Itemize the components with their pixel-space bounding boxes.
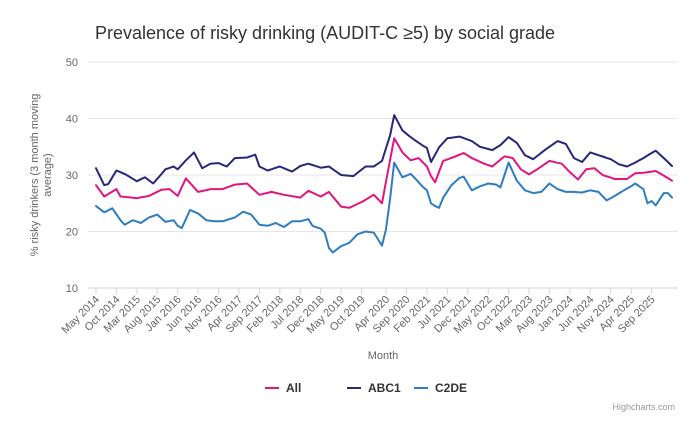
highcharts-credit-link[interactable]: Highcharts.com [612,402,675,412]
y-axis-ticks: 10 20 30 40 50 [66,57,78,295]
legend-label: ABC1 [368,381,401,395]
series-line-all [95,137,673,209]
y-axis-label-line: average) [42,153,54,196]
series-line-c2de [95,161,673,254]
chart-title: Prevalence of risky drinking (AUDIT-C ≥5… [95,23,555,43]
series-group [95,114,673,254]
legend-item-all[interactable]: All [265,381,301,395]
y-axis-label-line: % risky drinkers (3 month moving [29,94,41,257]
series-line-abc1 [95,114,673,187]
y-tick-label: 40 [66,114,78,126]
y-axis-label: % risky drinkers (3 month movingaverage) [29,94,54,257]
legend-item-abc1[interactable]: ABC1 [347,381,401,395]
y-tick-label: 10 [66,283,78,295]
legend-label: C2DE [435,381,467,395]
legend-label: All [286,381,301,395]
legend-item-c2de[interactable]: C2DE [414,381,467,395]
y-tick-label: 30 [66,170,78,182]
gridlines [88,61,678,232]
y-tick-label: 20 [66,227,78,239]
y-tick-label: 50 [66,57,78,69]
x-axis-label: Month [368,350,399,362]
legend: All ABC1 C2DE [265,381,467,395]
